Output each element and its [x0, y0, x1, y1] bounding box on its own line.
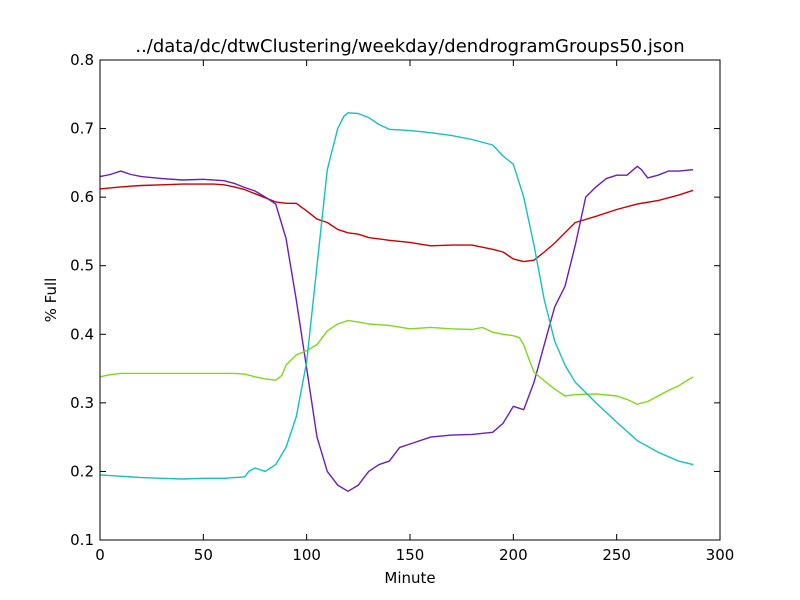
y-tick-label: 0.1 — [70, 531, 94, 549]
series-line-0 — [99, 183, 694, 263]
x-tick-label: 150 — [396, 546, 425, 564]
x-tick-label: 250 — [602, 546, 631, 564]
y-tick-label: 0.6 — [70, 188, 94, 206]
chart-title: ../data/dc/dtwClustering/weekday/dendrog… — [135, 36, 684, 57]
y-tick-label: 0.7 — [70, 120, 94, 138]
y-tick-label: 0.4 — [70, 325, 94, 343]
x-tick-label: 50 — [194, 546, 213, 564]
x-tick-label: 200 — [499, 546, 528, 564]
y-tick-label: 0.2 — [70, 462, 94, 480]
series-layer — [99, 112, 694, 492]
x-tick-label: 100 — [292, 546, 321, 564]
x-tick-label: 300 — [706, 546, 735, 564]
y-tick-label: 0.3 — [70, 394, 94, 412]
series-line-1 — [99, 165, 694, 492]
y-axis: 0.1 0.2 0.3 0.4 0.5 0.6 0.7 0.8 — [70, 51, 720, 549]
x-tick-label: 0 — [95, 546, 105, 564]
series-line-3 — [99, 112, 694, 480]
y-tick-label: 0.8 — [70, 51, 94, 69]
y-axis-label: % Full — [42, 278, 60, 323]
series-line-2 — [99, 319, 694, 405]
x-axis: 0 50 100 150 200 250 300 — [95, 60, 734, 564]
x-axis-label: Minute — [384, 569, 435, 587]
y-tick-label: 0.5 — [70, 257, 94, 275]
